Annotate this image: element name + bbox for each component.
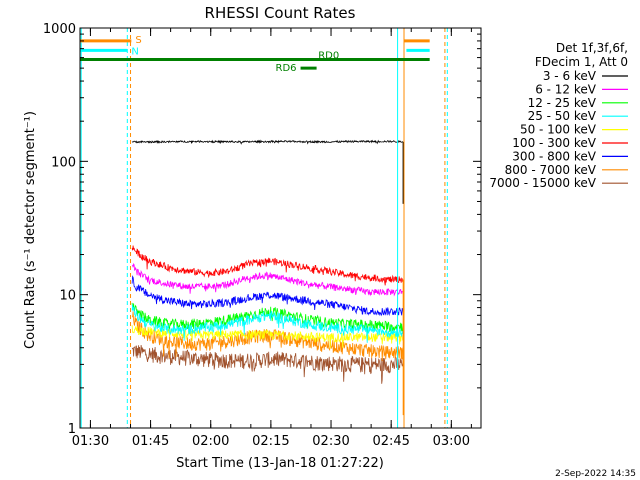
flag-label-3: RD6	[276, 63, 297, 74]
legend-entry-1: 6 - 12 keV	[535, 82, 597, 96]
flag-label-2: RD0	[318, 51, 339, 62]
legend-entry-5: 100 - 300 keV	[512, 136, 596, 150]
series-line-7	[131, 311, 404, 362]
y-tick-label-3: 1000	[43, 22, 76, 37]
flag-label-0: S	[135, 35, 141, 46]
legend-header-2: FDecim 1, Att 0	[535, 55, 628, 69]
legend-entry-0: 3 - 6 keV	[543, 69, 597, 83]
series-line-3	[131, 304, 404, 343]
x-tick-label-4: 02:30	[312, 434, 349, 449]
series-line-4	[131, 325, 404, 349]
flag-label-1: N	[131, 46, 138, 57]
series-line-1	[131, 262, 404, 297]
chart-title: RHESSI Count Rates	[205, 4, 356, 22]
y-tick-label-2: 100	[51, 155, 76, 170]
y-tick-label-1: 10	[59, 289, 76, 304]
x-tick-label-2: 02:00	[192, 434, 229, 449]
legend-entry-3: 25 - 50 keV	[528, 109, 597, 123]
x-tick-label-1: 01:45	[132, 434, 169, 449]
x-tick-label-3: 02:15	[252, 434, 289, 449]
series-line-8	[131, 344, 404, 384]
x-axis-label: Start Time (13-Jan-18 01:27:22)	[176, 456, 384, 471]
x-tick-label-6: 03:00	[433, 434, 470, 449]
x-tick-label-0: 01:30	[72, 434, 109, 449]
series-line-5	[131, 245, 404, 286]
legend-entry-7: 800 - 7000 keV	[505, 163, 597, 177]
plot-frame	[79, 27, 482, 429]
x-tick-label-5: 02:45	[372, 434, 409, 449]
series-line-2	[131, 302, 404, 335]
series-line-0	[131, 139, 404, 145]
y-axis-label: Count Rate (s⁻¹ detector segment⁻¹)	[23, 111, 38, 349]
legend-entry-2: 12 - 25 keV	[528, 96, 597, 110]
legend-header-1: Det 1f,3f,6f,	[556, 41, 628, 55]
legend-entry-4: 50 - 100 keV	[520, 123, 597, 137]
series-line-6	[131, 275, 404, 317]
legend-entry-6: 300 - 800 keV	[512, 149, 596, 163]
footer-date: 2-Sep-2022 14:35	[555, 469, 636, 479]
y-tick-label-0: 1	[68, 422, 76, 437]
legend-entry-8: 7000 - 15000 keV	[489, 176, 596, 190]
